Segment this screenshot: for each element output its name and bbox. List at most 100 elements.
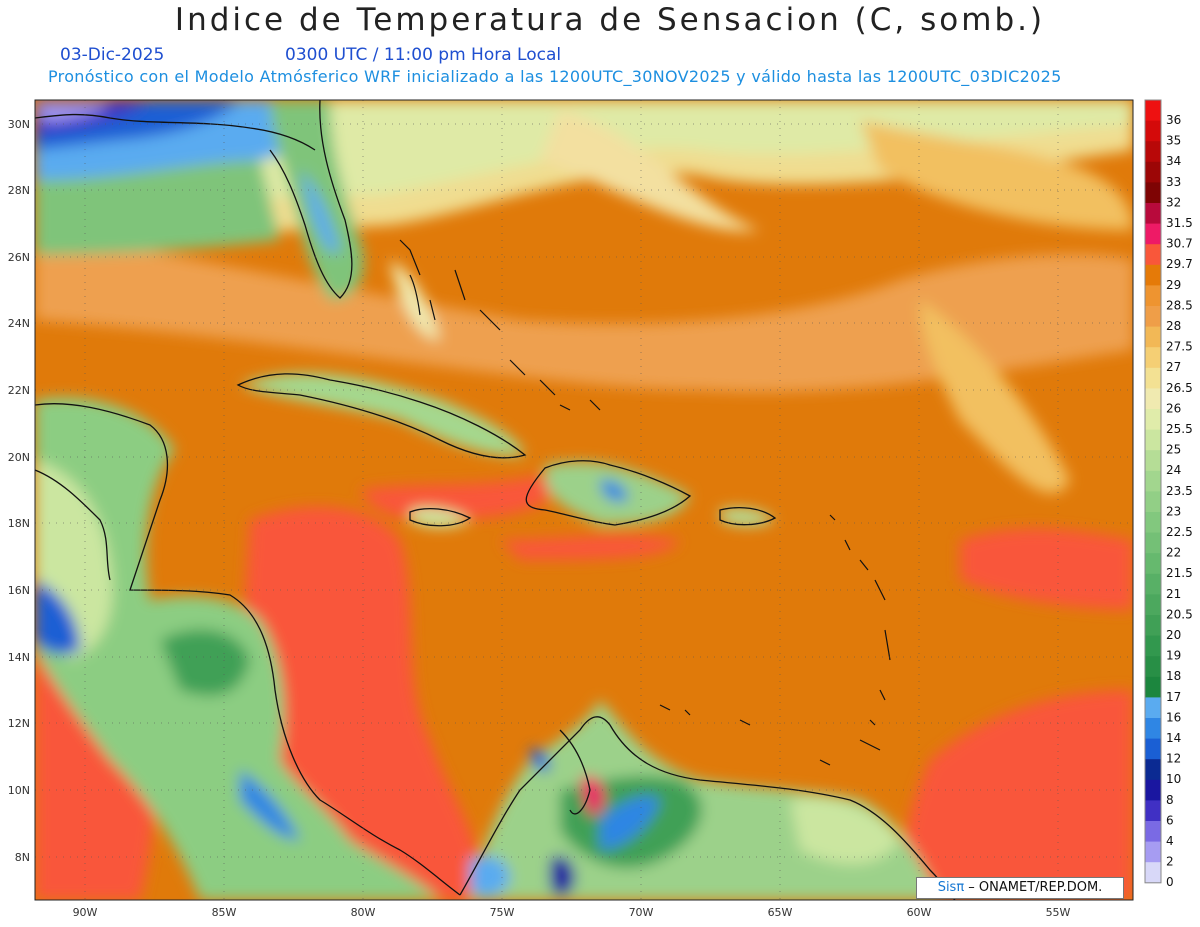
lon-label: 85W: [212, 906, 237, 919]
colorbar-label: 25.5: [1166, 422, 1193, 436]
colorbar-label: 24: [1166, 463, 1181, 477]
colorbar-label: 17: [1166, 690, 1181, 704]
colorbar-swatch: [1145, 656, 1161, 678]
colorbar-swatch: [1145, 429, 1161, 451]
colorbar-swatch: [1145, 697, 1161, 719]
colorbar-label: 23.5: [1166, 484, 1193, 498]
colorbar: 363534333231.530.729.72928.52827.52726.5…: [1144, 99, 1193, 889]
colorbar-label: 32: [1166, 195, 1181, 209]
colorbar-label: 8: [1166, 793, 1174, 807]
credit-text: – ONAMET/REP.DOM.: [964, 880, 1103, 895]
colorbar-swatch: [1145, 759, 1161, 781]
lat-label: 18N: [8, 517, 30, 530]
colorbar-label: 2: [1166, 855, 1174, 869]
islands: [399, 239, 891, 766]
colorbar-swatch: [1145, 676, 1161, 698]
colorbar-swatch: [1145, 182, 1161, 204]
lon-label: 55W: [1046, 906, 1071, 919]
colorbar-swatch: [1145, 450, 1161, 472]
colorbar-label: 16: [1166, 710, 1181, 724]
lon-label: 80W: [351, 906, 376, 919]
colorbar-label: 36: [1166, 113, 1181, 127]
colorbar-label: 22.5: [1166, 525, 1193, 539]
colorbar-label: 20: [1166, 628, 1181, 642]
credit-box: Sisπ – ONAMET/REP.DOM.: [916, 877, 1124, 899]
lat-label: 14N: [8, 651, 30, 664]
lat-label: 24N: [8, 317, 30, 330]
lat-label: 22N: [8, 384, 30, 397]
colorbar-swatch: [1145, 573, 1161, 595]
lon-label: 70W: [629, 906, 654, 919]
colorbar-label: 34: [1166, 154, 1181, 168]
colorbar-swatch: [1145, 141, 1161, 163]
colorbar-label: 25: [1166, 443, 1181, 457]
colorbar-label: 29.7: [1166, 257, 1193, 271]
colorbar-swatch: [1145, 738, 1161, 760]
lat-label: 12N: [8, 717, 30, 730]
sispi-logo: Sisπ: [937, 880, 965, 895]
colorbar-swatch: [1145, 120, 1161, 142]
lat-label: 16N: [8, 584, 30, 597]
colorbar-swatch: [1145, 223, 1161, 245]
colorbar-label: 27.5: [1166, 340, 1193, 354]
colorbar-swatch: [1145, 203, 1161, 224]
lon-label: 60W: [907, 906, 932, 919]
colorbar-swatch: [1145, 306, 1161, 327]
colorbar-label: 21: [1166, 587, 1181, 601]
colorbar-label: 26: [1166, 401, 1181, 415]
colorbar-swatch: [1145, 326, 1161, 348]
colorbar-label: 28: [1166, 319, 1181, 333]
colorbar-swatch: [1145, 718, 1161, 739]
colorbar-swatch: [1145, 800, 1161, 822]
colorbar-label: 20.5: [1166, 607, 1193, 621]
lon-label: 90W: [73, 906, 98, 919]
colorbar-swatch: [1145, 862, 1161, 884]
colorbar-label: 29: [1166, 278, 1181, 292]
colorbar-label: 26.5: [1166, 381, 1193, 395]
colorbar-label: 19: [1166, 649, 1181, 663]
colorbar-swatch: [1145, 285, 1161, 307]
colorbar-swatch: [1145, 821, 1161, 842]
lat-label: 30N: [8, 118, 30, 131]
colorbar-swatch: [1145, 841, 1161, 863]
colorbar-label: 35: [1166, 134, 1181, 148]
colorbar-label: 23: [1166, 504, 1181, 518]
colorbar-label: 31.5: [1166, 216, 1193, 230]
forecast-time: 0300 UTC / 11:00 pm Hora Local: [285, 45, 562, 65]
colorbar-swatch: [1145, 615, 1161, 636]
lon-label: 65W: [768, 906, 793, 919]
colorbar-swatch: [1145, 388, 1161, 410]
colorbar-label: 14: [1166, 731, 1181, 745]
colorbar-label: 27: [1166, 360, 1181, 374]
colorbar-label: 18: [1166, 669, 1181, 683]
lat-label: 20N: [8, 451, 30, 464]
page-title: Indice de Temperatura de Sensacion (C, s…: [174, 2, 1046, 38]
lat-label: 8N: [15, 851, 30, 864]
colorbar-label: 28.5: [1166, 298, 1193, 312]
lat-label: 10N: [8, 784, 30, 797]
forecast-description: Pronóstico con el Modelo Atmósferico WRF…: [48, 67, 1062, 86]
lon-label: 75W: [490, 906, 515, 919]
colorbar-label: 4: [1166, 834, 1174, 848]
colorbar-label: 12: [1166, 752, 1181, 766]
colorbar-frame: [1144, 99, 1162, 884]
colorbar-label: 30.7: [1166, 237, 1193, 251]
colorbar-swatch: [1145, 594, 1161, 616]
colorbar-label: 21.5: [1166, 566, 1193, 580]
colorbar-swatch: [1145, 779, 1161, 801]
map-frame: [34, 99, 1134, 901]
colorbar-swatch: [1145, 491, 1161, 513]
colorbar-swatch: [1145, 532, 1161, 554]
colorbar-swatch: [1145, 553, 1161, 575]
colorbar-label: 10: [1166, 772, 1181, 786]
colorbar-swatch: [1145, 161, 1161, 183]
colorbar-swatch: [1145, 512, 1161, 533]
colorbar-label: 6: [1166, 813, 1174, 827]
colorbar-swatch: [1145, 347, 1161, 369]
temperature-field: [35, 100, 1133, 900]
colorbar-swatch: [1145, 470, 1161, 492]
colorbar-swatch: [1145, 367, 1161, 389]
colorbar-label: 33: [1166, 175, 1181, 189]
colorbar-label: 0: [1166, 875, 1174, 889]
